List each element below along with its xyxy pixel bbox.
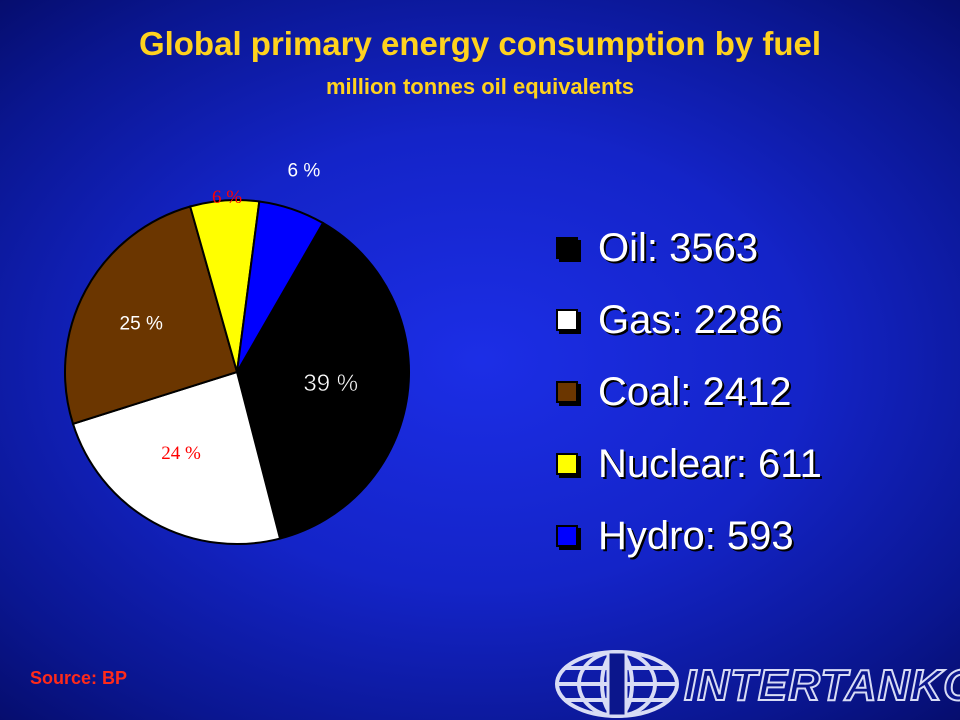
pie-slice-oil [235, 221, 410, 540]
legend-label-gas: Gas: 2286 [598, 298, 783, 342]
globe-logo-icon [555, 650, 679, 718]
pie-label-gas: 24 % [161, 443, 201, 464]
legend-item-nuclear: Nuclear: 611 [556, 428, 822, 500]
intertanko-logo: INTERTANKO [683, 661, 960, 711]
legend-swatch-oil [556, 237, 578, 259]
chart-title: Global primary energy consumption by fue… [138, 25, 822, 62]
legend-label-hydro: Hydro: 593 [598, 514, 794, 558]
pie-slice-hydro [236, 200, 325, 373]
legend-item-coal: Coal: 2412 [556, 356, 822, 428]
pie-label-oil: 39 % [303, 370, 358, 397]
legend-label-oil: Oil: 3563 [598, 226, 759, 270]
legend-swatch-coal [556, 381, 578, 403]
pie-label-hydro: 6 % [288, 161, 321, 182]
pie-label-coal: 25 % [120, 314, 163, 335]
pie-slice-coal [63, 205, 239, 426]
source-note: Source: BP [30, 668, 128, 688]
legend-item-gas: Gas: 2286 [556, 284, 822, 356]
legend-item-oil: Oil: 3563 [556, 212, 822, 284]
legend-label-nuclear: Nuclear: 611 [598, 442, 822, 486]
legend-swatch-hydro [556, 525, 578, 547]
legend-item-hydro: Hydro: 593 [556, 500, 822, 572]
pie-slice-gas [71, 370, 282, 546]
legend-swatch-nuclear [556, 453, 578, 475]
chart-legend: Oil: 3563 Gas: 2286 Coal: 2412 Nuclear: … [556, 212, 822, 572]
legend-label-coal: Coal: 2412 [598, 370, 792, 414]
legend-swatch-gas [556, 309, 578, 331]
pie-label-nuclear: 6 % [212, 187, 242, 208]
chart-subtitle: million tonnes oil equivalents [325, 74, 635, 99]
